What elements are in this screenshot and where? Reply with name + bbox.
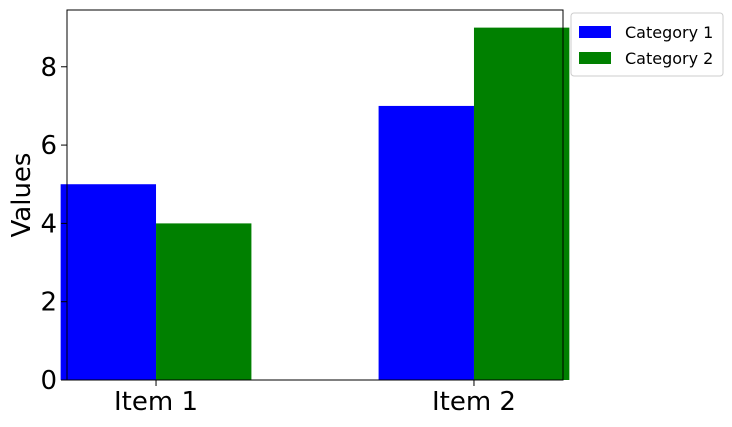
bars-layer <box>60 27 570 381</box>
bar-series-2-category-1 <box>156 223 252 380</box>
bar-series-1-category-1 <box>60 184 157 380</box>
bar-series-2-category-2 <box>473 27 570 381</box>
y-axis-label: Values <box>7 153 37 238</box>
plot-area-frame <box>66 9 564 381</box>
legend-swatch-1 <box>579 26 611 38</box>
y-axis: 0 2 4 6 8 <box>40 53 67 396</box>
legend-swatch-2 <box>579 52 611 64</box>
y-tick-label: 4 <box>40 209 57 239</box>
x-axis: Item 1 Item 2 <box>114 380 516 417</box>
y-tick-label: 2 <box>40 288 57 318</box>
y-tick-label: 8 <box>40 53 57 83</box>
legend-label-1: Category 1 <box>625 23 713 42</box>
x-tick-label: Item 2 <box>432 387 516 417</box>
legend-label-2: Category 2 <box>625 49 713 68</box>
x-tick-label: Item 1 <box>114 387 198 417</box>
y-tick-label: 0 <box>40 366 57 396</box>
bar-series-1-category-2 <box>378 105 474 381</box>
legend: Category 1 Category 2 <box>570 12 724 77</box>
y-tick-label: 6 <box>40 131 57 161</box>
